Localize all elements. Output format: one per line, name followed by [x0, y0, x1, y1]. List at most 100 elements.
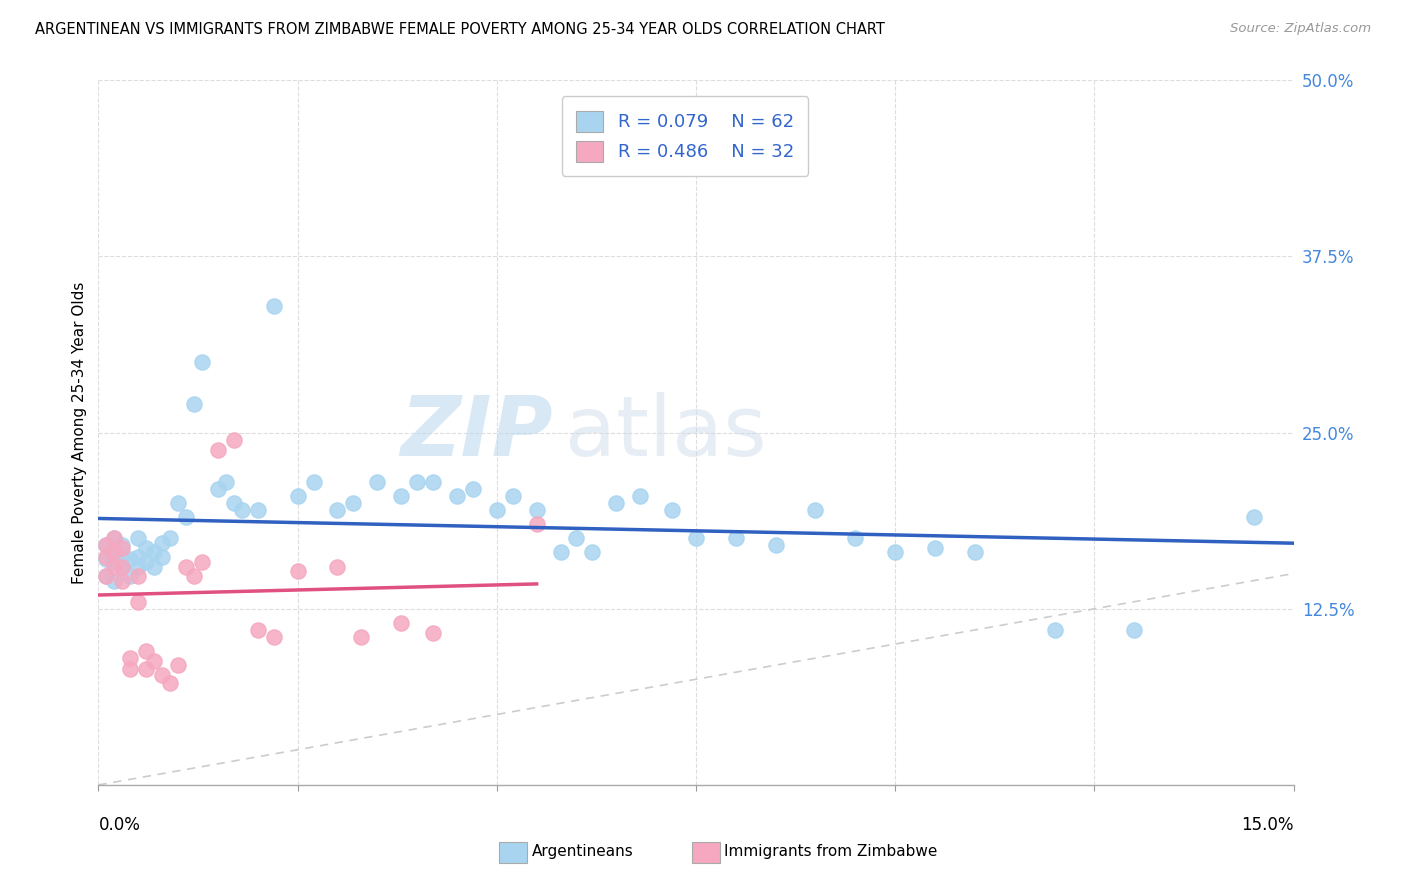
Point	[135, 555, 157, 569]
Point	[143, 559, 166, 574]
Text: ARGENTINEAN VS IMMIGRANTS FROM ZIMBABWE FEMALE POVERTY AMONG 25-34 YEAR OLDS COR: ARGENTINEAN VS IMMIGRANTS FROM ZIMBABWE …	[35, 22, 884, 37]
Point	[246, 503, 269, 517]
Point	[526, 517, 548, 532]
Point	[884, 545, 907, 559]
Point	[406, 475, 429, 489]
Text: atlas: atlas	[565, 392, 766, 473]
Point	[526, 503, 548, 517]
Point	[120, 651, 142, 665]
Point	[350, 630, 373, 644]
Point	[167, 496, 190, 510]
Point	[231, 503, 253, 517]
Point	[103, 532, 125, 546]
Point	[96, 538, 118, 552]
Point	[685, 532, 707, 546]
Point	[120, 552, 142, 566]
Point	[183, 397, 205, 411]
Text: Immigrants from Zimbabwe: Immigrants from Zimbabwe	[724, 845, 938, 859]
Point	[96, 569, 118, 583]
Point	[111, 541, 134, 556]
Point	[485, 503, 508, 517]
Point	[135, 541, 157, 556]
Point	[724, 532, 747, 546]
Point	[111, 559, 134, 574]
Point	[103, 559, 125, 574]
Point	[174, 510, 197, 524]
Point	[96, 552, 118, 566]
Point	[565, 532, 588, 546]
Point	[103, 574, 125, 588]
Point	[103, 532, 125, 546]
Point	[446, 489, 468, 503]
Point	[207, 482, 229, 496]
Point	[963, 545, 986, 559]
Point	[150, 668, 173, 682]
Point	[135, 662, 157, 676]
Text: Source: ZipAtlas.com: Source: ZipAtlas.com	[1230, 22, 1371, 36]
Point	[263, 299, 285, 313]
Point	[127, 559, 149, 574]
Point	[287, 489, 309, 503]
Point	[661, 503, 683, 517]
Legend: R = 0.079    N = 62, R = 0.486    N = 32: R = 0.079 N = 62, R = 0.486 N = 32	[561, 96, 808, 176]
Point	[924, 541, 946, 556]
Point	[127, 569, 149, 583]
Point	[215, 475, 238, 489]
Point	[150, 535, 173, 549]
Point	[103, 545, 125, 559]
Point	[844, 532, 866, 546]
Point	[174, 559, 197, 574]
Point	[167, 658, 190, 673]
Point	[502, 489, 524, 503]
Point	[581, 545, 603, 559]
Y-axis label: Female Poverty Among 25-34 Year Olds: Female Poverty Among 25-34 Year Olds	[72, 282, 87, 583]
Point	[183, 569, 205, 583]
Point	[550, 545, 572, 559]
Point	[159, 532, 181, 546]
Point	[326, 503, 349, 517]
Point	[263, 630, 285, 644]
Point	[222, 496, 245, 510]
Point	[389, 615, 412, 630]
Point	[605, 496, 627, 510]
Point	[127, 595, 149, 609]
Point	[120, 662, 142, 676]
Point	[389, 489, 412, 503]
Point	[159, 676, 181, 690]
Point	[111, 538, 134, 552]
Point	[461, 482, 484, 496]
Point	[103, 555, 125, 569]
Point	[1123, 623, 1146, 637]
Point	[222, 433, 245, 447]
Point	[111, 559, 134, 574]
Point	[143, 545, 166, 559]
Point	[207, 442, 229, 457]
Point	[143, 654, 166, 668]
Point	[103, 545, 125, 559]
Point	[765, 538, 787, 552]
Point	[422, 625, 444, 640]
Point	[111, 549, 134, 564]
Text: ZIP: ZIP	[399, 392, 553, 473]
Point	[302, 475, 325, 489]
Point	[127, 532, 149, 546]
Text: Argentineans: Argentineans	[531, 845, 633, 859]
Point	[628, 489, 651, 503]
Point	[150, 549, 173, 564]
Point	[246, 623, 269, 637]
Text: 0.0%: 0.0%	[98, 815, 141, 833]
Point	[422, 475, 444, 489]
Point	[111, 574, 134, 588]
Point	[120, 569, 142, 583]
Point	[96, 549, 118, 564]
Point	[191, 555, 214, 569]
Point	[127, 549, 149, 564]
Point	[135, 644, 157, 658]
Point	[804, 503, 827, 517]
Point	[191, 355, 214, 369]
Point	[287, 564, 309, 578]
Text: 15.0%: 15.0%	[1241, 815, 1294, 833]
Point	[366, 475, 388, 489]
Point	[1043, 623, 1066, 637]
Point	[342, 496, 364, 510]
